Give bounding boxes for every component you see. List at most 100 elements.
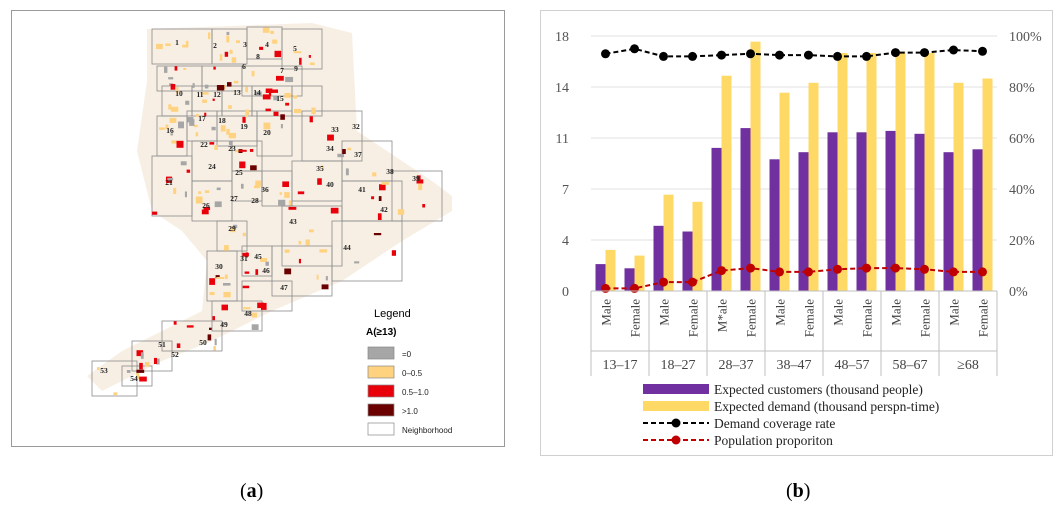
neighborhood-label: 15 xyxy=(276,94,284,103)
legend-label: Neighborhood xyxy=(402,426,452,435)
building-patch xyxy=(152,211,158,215)
neighborhood-label: 3 xyxy=(243,40,247,49)
building-patch xyxy=(219,54,223,61)
building-patch xyxy=(342,149,346,154)
chart-gridlines xyxy=(591,35,997,292)
category-label: Female xyxy=(918,299,933,337)
building-patch xyxy=(223,291,231,298)
building-patch xyxy=(173,321,177,325)
building-patch xyxy=(280,124,283,129)
neighborhood-label: 10 xyxy=(175,89,183,98)
building-patch xyxy=(220,125,226,132)
neighborhood-label: 14 xyxy=(253,88,261,97)
neighborhood-label: 46 xyxy=(262,266,270,275)
neighborhood-label: 48 xyxy=(244,309,252,318)
neighborhood-label: 45 xyxy=(254,252,262,261)
bar xyxy=(914,133,925,292)
building-patch xyxy=(186,169,191,173)
building-patch xyxy=(280,114,285,120)
neighborhood-label: 17 xyxy=(198,114,206,123)
building-patch xyxy=(228,141,232,145)
building-patch xyxy=(347,147,352,151)
neighborhood-boundary xyxy=(161,320,223,352)
building-patch xyxy=(278,199,286,206)
building-patch xyxy=(239,161,246,169)
y-axis-right: 0% 20% 40% 60% 80% 100% xyxy=(1009,30,1042,300)
chart-legend: Expected customers (thousand people) Expe… xyxy=(643,382,939,448)
group-label: 58–67 xyxy=(893,358,928,373)
y2-tick-label: 0% xyxy=(1009,285,1028,300)
bar xyxy=(692,201,703,292)
line-point xyxy=(746,263,755,273)
neighborhood-label: 6 xyxy=(242,62,246,71)
neighborhood-label: 13 xyxy=(233,88,241,97)
neighborhood-label: 30 xyxy=(215,262,223,271)
bar xyxy=(711,147,722,291)
building-patch xyxy=(282,181,289,187)
legend-title: Legend xyxy=(374,308,411,320)
building-patch xyxy=(268,91,272,96)
category-label: Female xyxy=(628,299,643,337)
neighborhood-label: 37 xyxy=(354,150,362,159)
category-label: Female xyxy=(860,299,875,337)
neighborhood-label: 16 xyxy=(166,126,174,135)
chart-bars xyxy=(595,41,993,292)
building-patch xyxy=(140,352,144,359)
building-patch xyxy=(216,277,225,279)
building-patch xyxy=(214,338,217,346)
building-patch xyxy=(136,350,144,357)
building-patch xyxy=(242,116,246,123)
building-patch xyxy=(327,134,334,141)
bar xyxy=(624,268,635,291)
building-patch xyxy=(316,274,319,280)
building-patch xyxy=(164,66,168,73)
neighborhood-label: 20 xyxy=(263,128,271,137)
y-axis-left: 0 4 7 11 14 18 xyxy=(555,30,569,300)
category-label: Male xyxy=(773,299,788,326)
line-point xyxy=(920,264,929,274)
building-patch xyxy=(216,187,221,191)
building-patch xyxy=(243,307,251,310)
building-patch xyxy=(214,145,218,150)
building-patch xyxy=(173,187,177,194)
line-point xyxy=(833,51,842,61)
building-patch xyxy=(257,302,264,309)
neighborhood-label: 40 xyxy=(326,180,334,189)
building-patch xyxy=(305,239,310,246)
building-patch xyxy=(245,113,248,118)
building-patch xyxy=(371,196,375,200)
legend-swatch xyxy=(367,384,395,398)
category-label: Female xyxy=(686,299,701,337)
building-patch xyxy=(202,99,207,103)
building-patch xyxy=(270,30,274,34)
legend-label: 0.5–1.0 xyxy=(402,388,429,397)
neighborhood-label: 47 xyxy=(280,283,288,292)
building-patch xyxy=(298,240,302,245)
building-patch xyxy=(262,94,271,100)
bar xyxy=(982,78,993,291)
building-patch xyxy=(167,177,174,181)
building-patch xyxy=(170,106,179,112)
building-patch xyxy=(183,68,187,70)
legend-key xyxy=(643,401,709,411)
building-patch xyxy=(195,196,203,204)
map-legend: Legend A(≥13) =0 0–0.5 0.5–1.0 >1.0 Neighbor… xyxy=(366,308,452,436)
neighborhood-label: 44 xyxy=(343,243,351,252)
building-patch xyxy=(165,43,171,46)
building-patch xyxy=(416,179,424,184)
y-tick-label: 0 xyxy=(562,285,569,300)
building-patch xyxy=(182,44,189,48)
neighborhood-label: 4 xyxy=(265,40,269,49)
building-patch xyxy=(176,140,184,148)
bar xyxy=(885,130,896,291)
neighborhood-label: 49 xyxy=(220,320,228,329)
bar xyxy=(866,53,877,291)
line-point xyxy=(804,50,813,60)
building-patch xyxy=(198,191,202,194)
building-patch xyxy=(224,51,229,57)
group-label: 28–37 xyxy=(719,358,754,373)
category-label: Male xyxy=(889,299,904,326)
building-patch xyxy=(209,327,212,330)
building-patch xyxy=(379,184,386,191)
bar xyxy=(595,264,606,291)
